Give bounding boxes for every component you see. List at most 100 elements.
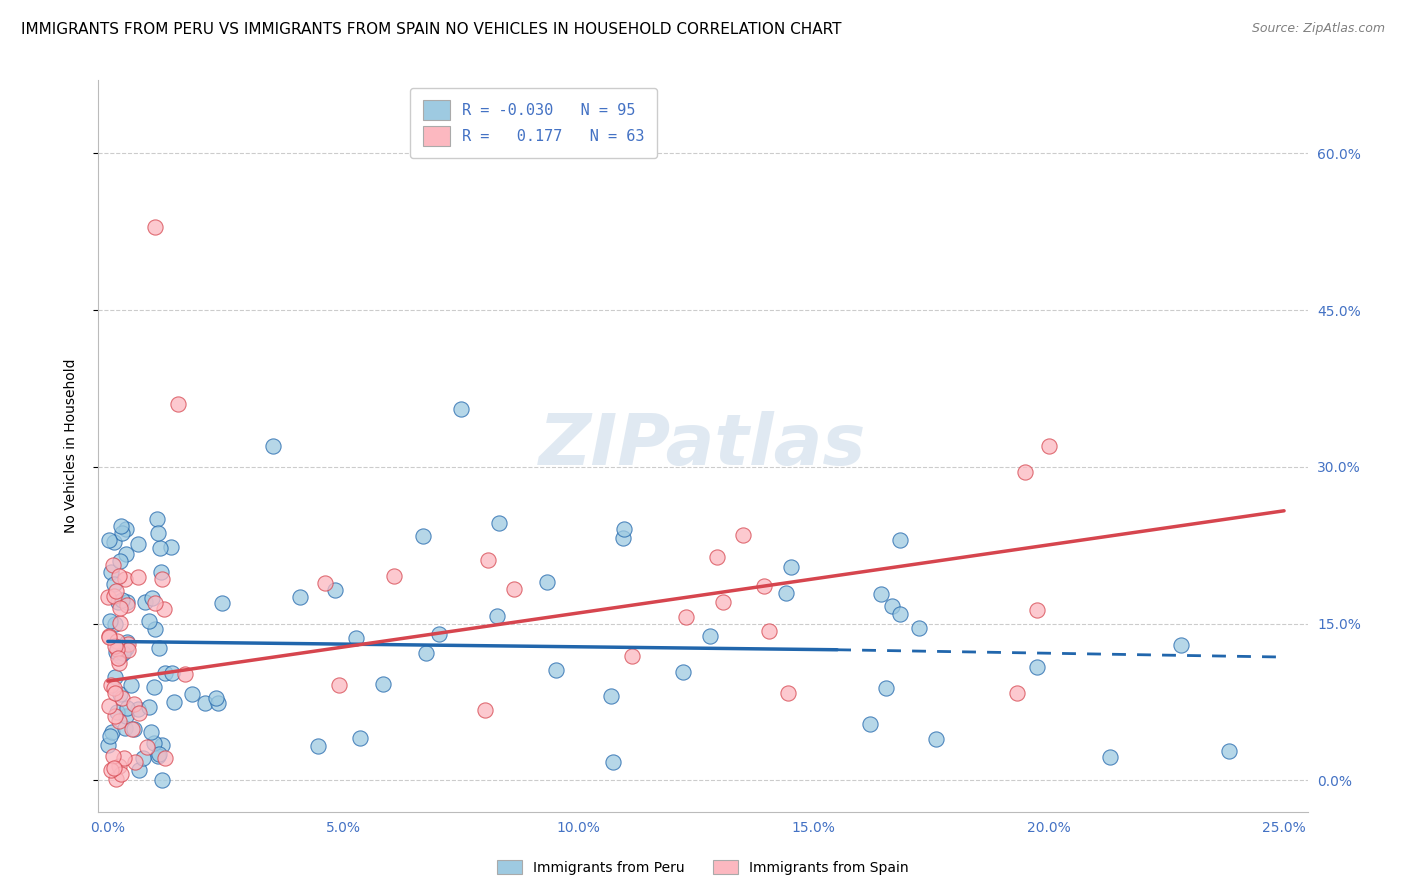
Point <box>427 627 450 641</box>
Point <box>1170 638 1192 652</box>
Point <box>344 631 367 645</box>
Point <box>141 724 163 739</box>
Point <box>122 722 145 736</box>
Point <box>152 738 174 752</box>
Point <box>875 681 897 695</box>
Point <box>699 629 721 643</box>
Point <box>117 642 139 657</box>
Point <box>101 749 124 764</box>
Point <box>127 570 149 584</box>
Point <box>98 729 121 743</box>
Point <box>612 531 634 545</box>
Point <box>138 699 160 714</box>
Point <box>758 624 780 639</box>
Legend: R = -0.030   N = 95, R =   0.177   N = 63: R = -0.030 N = 95, R = 0.177 N = 63 <box>411 88 657 158</box>
Point <box>211 596 233 610</box>
Point <box>112 647 135 661</box>
Point <box>115 599 138 613</box>
Point <box>889 533 911 548</box>
Point <box>115 595 138 609</box>
Point <box>780 560 803 574</box>
Point <box>415 646 437 660</box>
Point <box>486 608 509 623</box>
Point <box>104 639 127 653</box>
Point <box>1007 686 1029 700</box>
Point <box>889 607 911 622</box>
Text: IMMIGRANTS FROM PERU VS IMMIGRANTS FROM SPAIN NO VEHICLES IN HOUSEHOLD CORRELATI: IMMIGRANTS FROM PERU VS IMMIGRANTS FROM … <box>21 22 842 37</box>
Point <box>153 602 176 616</box>
Point <box>150 572 173 586</box>
Point <box>103 558 125 572</box>
Point <box>599 689 621 703</box>
Point <box>100 763 122 777</box>
Point <box>98 615 121 629</box>
Point <box>675 610 697 624</box>
Legend: Immigrants from Peru, Immigrants from Spain: Immigrants from Peru, Immigrants from Sp… <box>492 855 914 880</box>
Point <box>103 761 125 775</box>
Point <box>103 681 125 695</box>
Point <box>775 586 797 600</box>
Point <box>173 666 195 681</box>
Point <box>111 526 134 541</box>
Point <box>104 584 127 599</box>
Point <box>602 755 624 769</box>
Point <box>349 731 371 746</box>
Point <box>907 621 929 635</box>
Point <box>412 529 434 543</box>
Point <box>153 665 176 680</box>
Point <box>148 749 170 764</box>
Point <box>104 709 127 723</box>
Text: ZIPatlas: ZIPatlas <box>540 411 866 481</box>
Point <box>110 766 132 780</box>
Point <box>111 690 134 705</box>
Point <box>105 772 128 786</box>
Point <box>127 702 149 716</box>
Point <box>167 397 190 411</box>
Point <box>477 553 499 567</box>
Point <box>110 518 132 533</box>
Point <box>706 549 728 564</box>
Point <box>127 537 149 551</box>
Point <box>371 676 394 690</box>
Point <box>205 690 228 705</box>
Point <box>870 587 893 601</box>
Point <box>105 642 128 657</box>
Point <box>1218 744 1240 758</box>
Point <box>1026 660 1049 674</box>
Point <box>108 714 131 728</box>
Point <box>128 763 150 777</box>
Point <box>307 739 329 754</box>
Point <box>107 759 129 773</box>
Point <box>135 740 157 755</box>
Point <box>108 615 131 630</box>
Point <box>1014 465 1036 479</box>
Point <box>859 717 882 731</box>
Point <box>160 540 183 554</box>
Point <box>711 595 734 609</box>
Point <box>143 622 166 636</box>
Point <box>114 572 136 586</box>
Point <box>143 735 166 749</box>
Point <box>115 709 138 723</box>
Point <box>148 641 170 656</box>
Point <box>546 663 568 677</box>
Point <box>138 614 160 628</box>
Point <box>148 747 170 762</box>
Point <box>152 773 174 788</box>
Point <box>108 554 131 568</box>
Point <box>207 697 229 711</box>
Point <box>107 595 129 609</box>
Point <box>778 686 800 700</box>
Text: Source: ZipAtlas.com: Source: ZipAtlas.com <box>1251 22 1385 36</box>
Point <box>103 589 125 603</box>
Point <box>105 706 128 720</box>
Point <box>128 706 150 720</box>
Point <box>288 590 311 604</box>
Point <box>323 582 346 597</box>
Point <box>1026 603 1049 617</box>
Point <box>153 751 176 765</box>
Point <box>731 528 754 542</box>
Point <box>474 703 496 717</box>
Point <box>181 687 204 701</box>
Point <box>120 678 142 692</box>
